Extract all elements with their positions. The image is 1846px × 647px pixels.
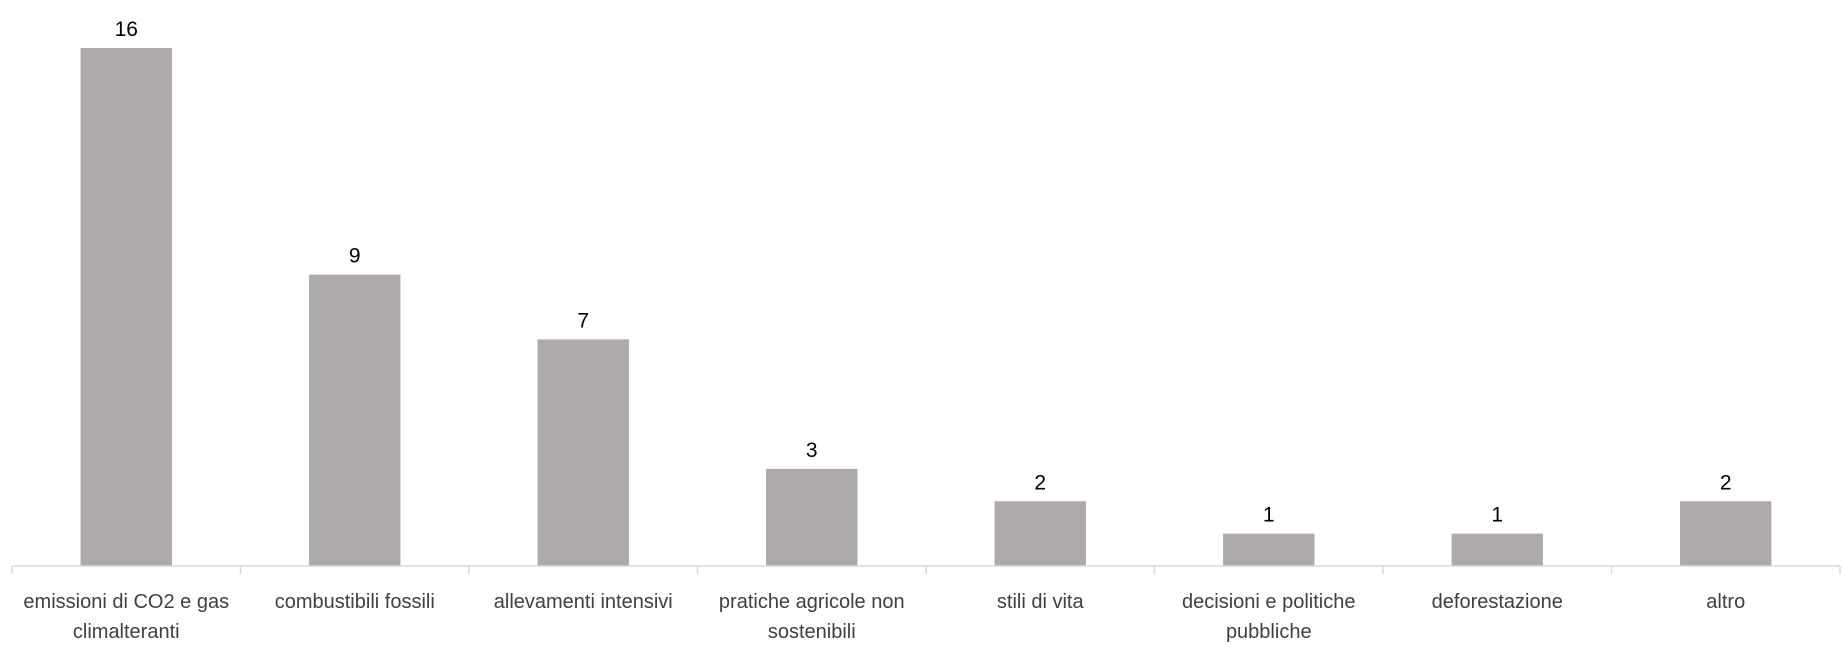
data-label-0: 16 <box>115 18 138 41</box>
bar-3 <box>766 468 858 566</box>
category-label-line: deforestazione <box>1432 591 1563 613</box>
category-label-6: deforestazione <box>1432 591 1563 613</box>
bar-0 <box>80 48 172 566</box>
data-label-2: 7 <box>577 309 589 332</box>
bars-group <box>80 48 1772 566</box>
category-label-line: sostenibili <box>768 621 856 642</box>
category-label-1: combustibili fossili <box>275 591 435 613</box>
bar-1 <box>309 274 401 566</box>
category-label-line: pubbliche <box>1226 621 1312 642</box>
category-label-line: stili di vita <box>997 591 1085 613</box>
category-labels-group: emissioni di CO2 e gas climalteranti combu… <box>23 591 1745 643</box>
x-axis <box>11 565 1841 574</box>
data-label-5: 1 <box>1263 504 1275 527</box>
category-label-line: allevamenti intensivi <box>494 591 673 613</box>
data-label-7: 2 <box>1720 471 1732 494</box>
category-label-2: allevamenti intensivi <box>494 591 673 613</box>
category-label-line: pratiche agricole non <box>719 591 905 613</box>
bar-6 <box>1451 533 1543 566</box>
bar-2 <box>537 339 629 566</box>
data-label-3: 3 <box>806 439 818 462</box>
category-label-line: climalteranti <box>73 621 180 642</box>
data-label-6: 1 <box>1491 504 1503 527</box>
data-label-1: 9 <box>349 245 361 268</box>
data-labels-group: 16 9 7 3 2 1 1 2 <box>115 18 1732 527</box>
category-label-3: pratiche agricole non sostenibili <box>719 591 905 642</box>
category-label-4: stili di vita <box>997 591 1085 613</box>
bar-4 <box>994 501 1086 566</box>
category-label-line: decisioni e politiche <box>1182 591 1355 613</box>
category-label-0: emissioni di CO2 e gas climalteranti <box>23 591 229 642</box>
category-label-5: decisioni e politiche pubbliche <box>1182 591 1355 642</box>
bar-5 <box>1223 533 1315 566</box>
bar-7 <box>1680 501 1772 566</box>
category-label-7: altro <box>1706 591 1745 613</box>
category-label-line: altro <box>1706 591 1745 613</box>
category-label-line: combustibili fossili <box>275 591 435 613</box>
data-label-4: 2 <box>1034 471 1046 494</box>
category-label-line: emissioni di CO2 e gas <box>23 591 229 613</box>
